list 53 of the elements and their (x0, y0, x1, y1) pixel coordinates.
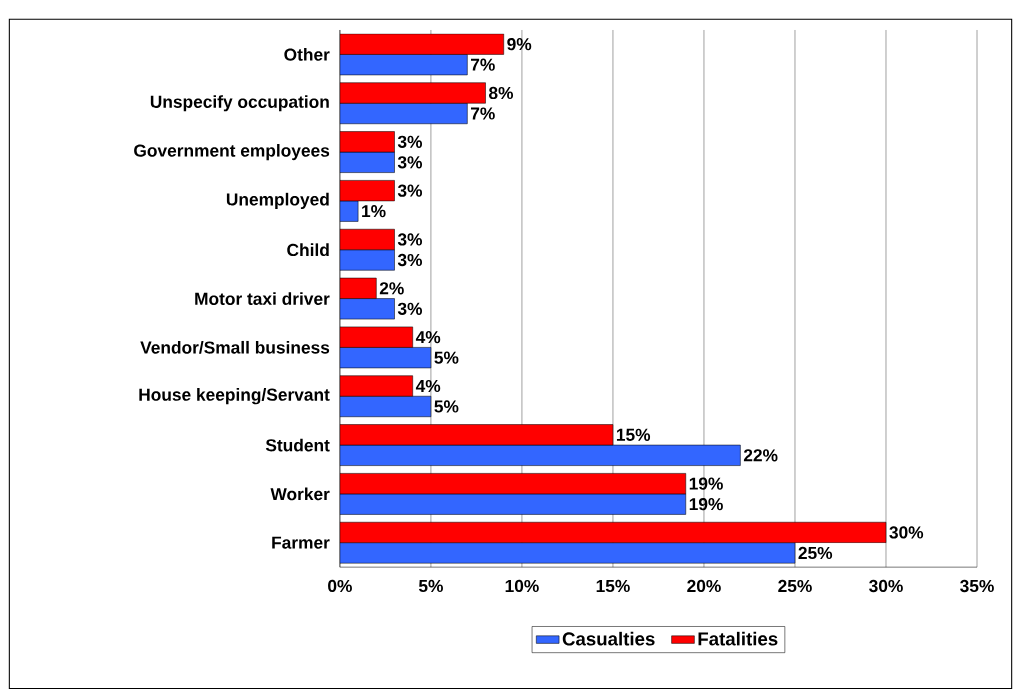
bar (339, 347, 432, 369)
x-tick-label: 25% (778, 579, 812, 593)
legend-label: Casualties (562, 631, 655, 646)
data-label: 7% (471, 107, 495, 120)
bar (339, 298, 395, 320)
data-label: 3% (397, 302, 423, 316)
data-label: 7% (471, 58, 495, 71)
data-label: 4% (415, 331, 441, 344)
x-tick-label: 15% (596, 579, 630, 593)
data-label: 5% (434, 351, 459, 364)
data-label: 3% (397, 233, 423, 246)
x-tick-label: 35% (960, 579, 994, 593)
data-label: 8% (489, 86, 514, 100)
data-label: 22% (743, 449, 778, 462)
data-label: 15% (616, 428, 651, 442)
bar (339, 444, 741, 466)
data-label: 25% (798, 546, 833, 560)
bar (339, 493, 687, 515)
y-tick-label: Student (265, 438, 330, 452)
bar (339, 103, 468, 125)
data-label: 4% (415, 379, 441, 393)
y-tick-label: House keeping/Servant (139, 388, 330, 405)
x-tick-label: 0% (328, 579, 352, 593)
legend-label: Fatalities (698, 631, 778, 646)
bar (339, 249, 395, 271)
y-tick-label: Government employees (134, 144, 330, 161)
x-tick-label: 5% (418, 579, 443, 593)
data-label: 2% (379, 282, 404, 295)
data-label: 5% (434, 400, 459, 413)
y-tick-label: Unemployed (226, 192, 329, 210)
y-tick-label: Motor taxi driver (195, 292, 330, 306)
data-label: 3% (397, 184, 423, 197)
y-tick-label: Farmer (272, 536, 330, 549)
bar (339, 54, 468, 76)
data-label: 3% (397, 135, 423, 149)
y-tick-label: Vendor/Small business (140, 341, 330, 354)
bar (339, 396, 432, 418)
data-label: 3% (397, 253, 423, 267)
y-tick-label: Other (284, 48, 330, 61)
data-label: 30% (889, 526, 924, 539)
data-label: 3% (397, 156, 423, 169)
x-tick-label: 20% (687, 579, 721, 593)
bar (339, 151, 395, 173)
data-label: 19% (689, 477, 723, 490)
y-tick-label: Worker (270, 487, 330, 501)
y-tick-label: Unspecify occupation (150, 95, 329, 112)
data-label: 1% (362, 205, 386, 218)
bar (339, 542, 796, 564)
x-tick-label: 30% (869, 579, 903, 593)
y-tick-label: Child (287, 243, 329, 257)
x-tick-label: 10% (505, 579, 539, 593)
data-label: 9% (507, 38, 532, 51)
data-label: 19% (689, 498, 723, 511)
